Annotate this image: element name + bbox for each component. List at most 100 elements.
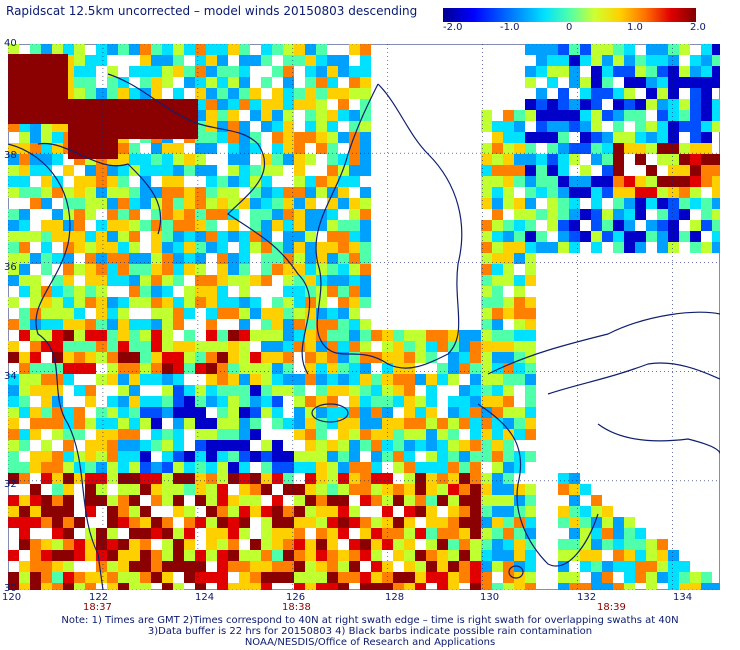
wind-cell bbox=[503, 341, 514, 352]
wind-cell bbox=[52, 572, 63, 583]
wind-cell bbox=[668, 44, 679, 55]
wind-cell bbox=[602, 561, 613, 572]
wind-cell bbox=[470, 495, 481, 506]
wind-cell bbox=[283, 66, 294, 77]
wind-cell bbox=[305, 220, 316, 231]
wind-cell bbox=[349, 539, 360, 550]
wind-cell bbox=[613, 165, 624, 176]
wind-cell bbox=[349, 253, 360, 264]
wind-cell bbox=[250, 583, 261, 590]
wind-cell bbox=[52, 143, 63, 154]
wind-cell bbox=[118, 363, 129, 374]
wind-cell bbox=[195, 121, 206, 132]
wind-cell bbox=[63, 440, 74, 451]
wind-cell bbox=[129, 407, 140, 418]
wind-cell bbox=[679, 176, 690, 187]
wind-cell bbox=[470, 374, 481, 385]
wind-cell bbox=[393, 539, 404, 550]
wind-cell bbox=[426, 352, 437, 363]
wind-cell bbox=[52, 407, 63, 418]
wind-cell bbox=[470, 352, 481, 363]
wind-cell bbox=[30, 363, 41, 374]
wind-cell bbox=[448, 429, 459, 440]
wind-cell bbox=[173, 308, 184, 319]
wind-cell bbox=[206, 231, 217, 242]
wind-cell bbox=[85, 572, 96, 583]
wind-cell bbox=[129, 583, 140, 590]
wind-cell bbox=[272, 517, 283, 528]
wind-cell bbox=[459, 528, 470, 539]
wind-cell bbox=[206, 385, 217, 396]
wind-cell bbox=[492, 121, 503, 132]
wind-cell bbox=[228, 77, 239, 88]
wind-cell bbox=[690, 99, 701, 110]
wind-cell bbox=[272, 198, 283, 209]
wind-cell bbox=[657, 220, 668, 231]
wind-cell bbox=[701, 176, 712, 187]
wind-cell bbox=[96, 44, 107, 55]
wind-cell bbox=[41, 550, 52, 561]
wind-cell bbox=[261, 275, 272, 286]
wind-cell bbox=[151, 561, 162, 572]
wind-cell bbox=[613, 539, 624, 550]
wind-cell bbox=[63, 319, 74, 330]
wind-cell bbox=[360, 154, 371, 165]
wind-cell bbox=[239, 154, 250, 165]
wind-cell bbox=[415, 550, 426, 561]
wind-cell bbox=[525, 275, 536, 286]
wind-cell bbox=[162, 407, 173, 418]
wind-cell bbox=[437, 418, 448, 429]
wind-cell bbox=[679, 99, 690, 110]
wind-cell bbox=[272, 154, 283, 165]
wind-cell bbox=[184, 286, 195, 297]
wind-cell bbox=[283, 550, 294, 561]
wind-cell bbox=[327, 473, 338, 484]
wind-cell bbox=[602, 209, 613, 220]
wind-cell bbox=[239, 132, 250, 143]
wind-cell bbox=[481, 198, 492, 209]
wind-cell bbox=[393, 429, 404, 440]
colorbar-label-min: -2.0 bbox=[443, 22, 463, 33]
wind-cell bbox=[217, 374, 228, 385]
wind-cell bbox=[338, 154, 349, 165]
wind-cell bbox=[481, 143, 492, 154]
wind-cell bbox=[492, 363, 503, 374]
wind-cell bbox=[85, 319, 96, 330]
wind-cell bbox=[206, 330, 217, 341]
wind-cell bbox=[492, 484, 503, 495]
wind-cell bbox=[404, 583, 415, 590]
wind-cell bbox=[74, 473, 85, 484]
wind-cell bbox=[162, 319, 173, 330]
wind-cell bbox=[107, 506, 118, 517]
wind-cell bbox=[129, 44, 140, 55]
wind-cell bbox=[272, 539, 283, 550]
wind-cell bbox=[261, 121, 272, 132]
wind-cell bbox=[525, 528, 536, 539]
wind-cell bbox=[404, 473, 415, 484]
wind-cell bbox=[437, 473, 448, 484]
wind-cell bbox=[272, 297, 283, 308]
wind-cell bbox=[360, 341, 371, 352]
wind-cell bbox=[107, 528, 118, 539]
wind-cell bbox=[206, 495, 217, 506]
wind-cell bbox=[470, 539, 481, 550]
wind-cell bbox=[613, 121, 624, 132]
wind-cell bbox=[481, 341, 492, 352]
wind-cell bbox=[624, 77, 635, 88]
wind-cell bbox=[261, 198, 272, 209]
wind-cell bbox=[118, 198, 129, 209]
wind-cell bbox=[217, 330, 228, 341]
wind-cell bbox=[19, 473, 30, 484]
wind-cell bbox=[228, 275, 239, 286]
wind-cell bbox=[107, 176, 118, 187]
wind-cell bbox=[294, 429, 305, 440]
wind-cell bbox=[492, 275, 503, 286]
wind-cell bbox=[602, 176, 613, 187]
wind-cell bbox=[547, 143, 558, 154]
wind-cell bbox=[8, 44, 19, 55]
wind-cell bbox=[63, 330, 74, 341]
wind-cell bbox=[547, 110, 558, 121]
wind-cell bbox=[657, 132, 668, 143]
wind-cell bbox=[415, 484, 426, 495]
wind-cell bbox=[602, 143, 613, 154]
